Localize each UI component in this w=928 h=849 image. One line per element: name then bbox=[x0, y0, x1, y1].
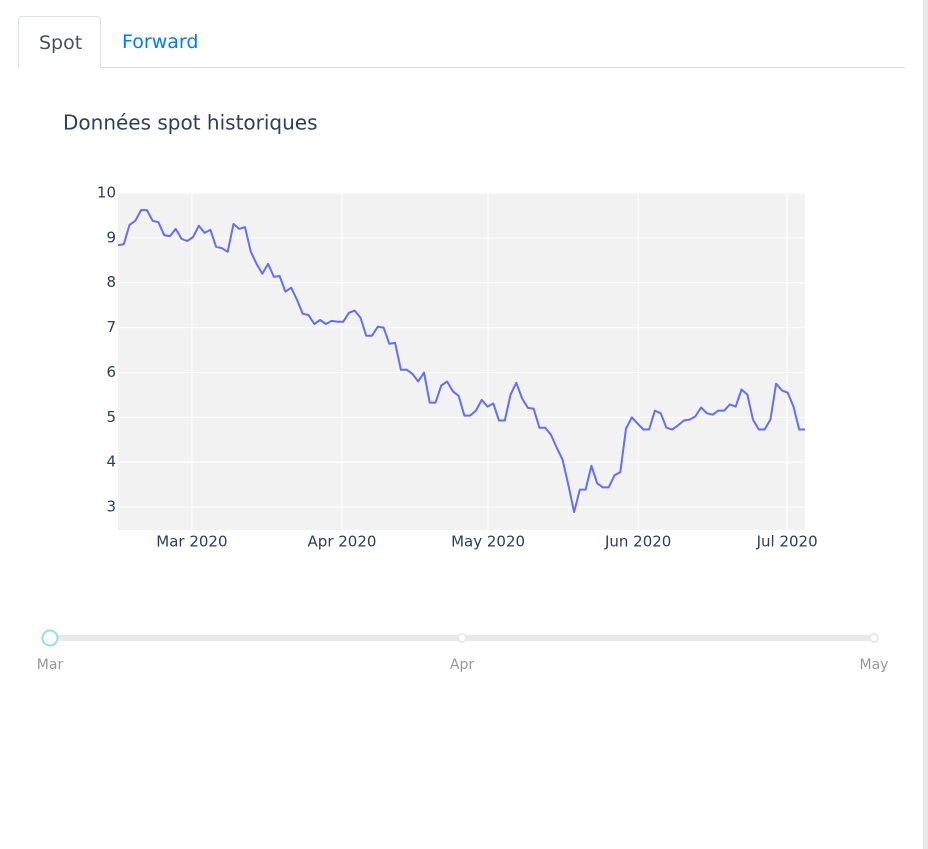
y-tick-label: 9 bbox=[106, 228, 116, 246]
slider-dot bbox=[869, 633, 879, 643]
x-tick-label: Apr 2020 bbox=[308, 533, 377, 551]
plot-area bbox=[118, 193, 805, 530]
tab[interactable]: Forward bbox=[122, 31, 199, 53]
y-tick-label: 5 bbox=[106, 408, 116, 426]
y-tick-label: 6 bbox=[106, 363, 116, 381]
y-tick-label: 4 bbox=[106, 453, 116, 471]
x-tick-label: May 2020 bbox=[451, 533, 525, 551]
scrollbar bbox=[923, 0, 928, 849]
y-tick-label: 3 bbox=[106, 498, 116, 516]
tab-bar: Spot Forward bbox=[18, 16, 905, 68]
x-tick-label: Jul 2020 bbox=[756, 533, 818, 551]
line-series bbox=[117, 209, 805, 514]
tab[interactable]: Spot bbox=[18, 16, 101, 68]
slider-mark-label[interactable]: May bbox=[860, 657, 889, 673]
y-tick-label: 7 bbox=[106, 318, 116, 336]
slider-dot bbox=[457, 633, 467, 643]
x-tick-label: Jun 2020 bbox=[604, 533, 671, 551]
slider-mark-label[interactable]: Mar bbox=[37, 657, 64, 673]
chart-title: Données spot historiques bbox=[63, 111, 318, 135]
y-tick-label: 8 bbox=[106, 273, 116, 291]
y-tick-label: 10 bbox=[97, 184, 116, 202]
slider-handle[interactable] bbox=[41, 629, 59, 647]
slider-mark-label[interactable]: Apr bbox=[450, 657, 474, 673]
x-tick-label: Mar 2020 bbox=[156, 533, 227, 551]
